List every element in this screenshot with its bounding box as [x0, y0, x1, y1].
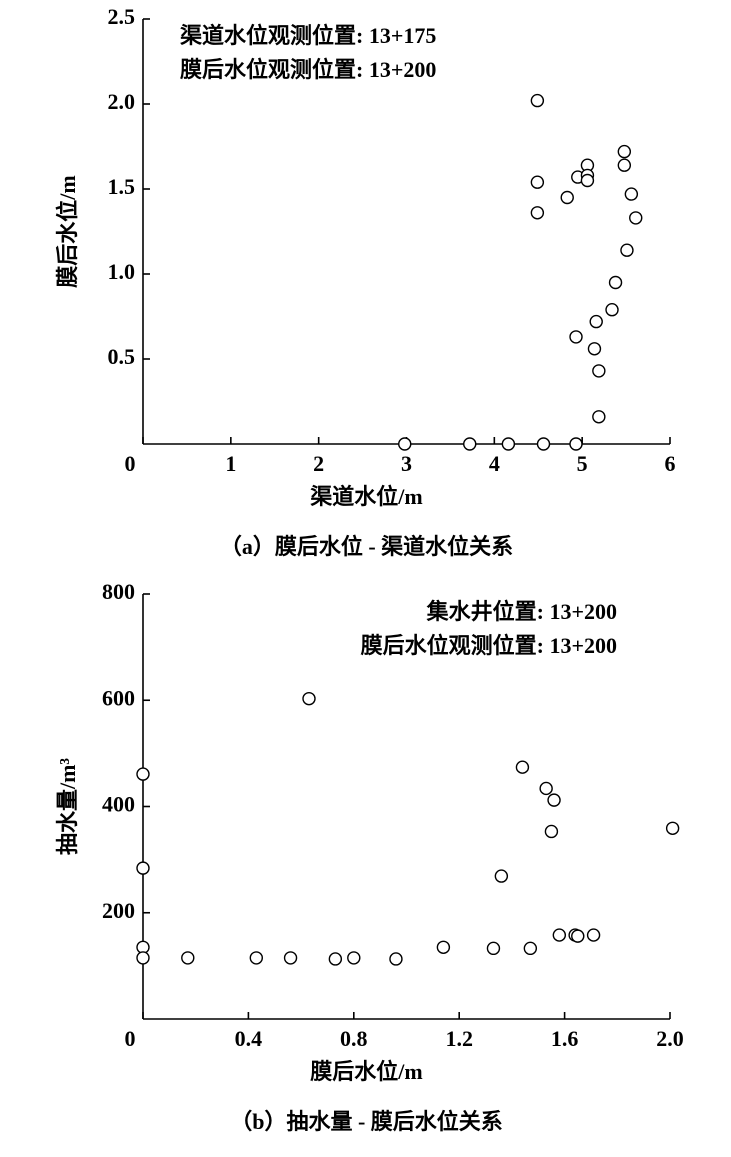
point — [589, 314, 603, 329]
x-tick-label: 0.8 — [340, 1026, 368, 1051]
point — [536, 437, 551, 451]
point — [530, 206, 545, 220]
point — [580, 173, 595, 188]
y-tick-label: 200 — [102, 898, 135, 923]
x-tick-label: 5 — [577, 451, 588, 476]
point — [629, 211, 643, 225]
annotation: 膜后水位观测位置: 13+200 — [180, 57, 436, 82]
y-axis-label: 膜后水位/m — [55, 175, 80, 287]
x-tick-label: 1 — [225, 451, 236, 476]
point — [586, 928, 601, 942]
y-tick-label: 1.5 — [108, 174, 136, 199]
point — [665, 821, 680, 835]
point — [283, 951, 298, 965]
point — [136, 767, 150, 781]
point — [328, 952, 343, 966]
x-tick-label: 0.4 — [235, 1026, 263, 1051]
point — [617, 158, 632, 172]
point — [249, 951, 264, 965]
x-tick-label: 3 — [401, 451, 412, 476]
point — [347, 951, 361, 965]
point — [436, 940, 451, 954]
y-tick-label: 1.0 — [108, 259, 136, 284]
x-tick-label: 0 — [125, 451, 136, 476]
x-tick-label: 1.6 — [551, 1026, 579, 1051]
x-tick-label: 4 — [489, 451, 500, 476]
point — [136, 951, 150, 965]
point — [569, 437, 583, 451]
caption: （a）膜后水位 - 渠道水位关系 — [220, 534, 513, 559]
x-tick-label: 6 — [665, 451, 676, 476]
point — [617, 144, 632, 159]
point — [463, 437, 477, 451]
point — [552, 928, 567, 942]
point — [544, 824, 559, 839]
annotation: 集水井位置: 13+200 — [426, 599, 617, 624]
x-tick-label: 1.2 — [445, 1026, 473, 1051]
point — [571, 929, 585, 943]
y-tick-label: 2.0 — [108, 89, 136, 114]
point — [624, 187, 639, 201]
point — [620, 243, 634, 257]
annotation: 膜后水位观测位置: 13+200 — [361, 633, 617, 658]
point — [398, 437, 412, 451]
point — [608, 275, 623, 290]
point — [530, 175, 545, 189]
point — [515, 760, 530, 774]
x-axis-label: 膜后水位/m — [310, 1059, 422, 1084]
y-axis-label: 抽水量/m³ — [55, 758, 80, 855]
point — [389, 952, 403, 966]
point — [181, 951, 195, 965]
point — [605, 303, 619, 317]
y-tick-label: 400 — [102, 792, 135, 817]
point — [539, 781, 553, 796]
y-tick-label: 0.5 — [108, 344, 136, 369]
point — [523, 941, 538, 956]
point — [592, 364, 606, 378]
y-tick-label: 2.5 — [108, 4, 136, 29]
x-axis-label: 渠道水位/m — [310, 484, 422, 509]
point — [560, 190, 574, 205]
point — [494, 869, 509, 883]
point — [486, 941, 501, 956]
y-tick-label: 800 — [102, 579, 135, 604]
point — [547, 793, 561, 807]
point — [302, 691, 316, 706]
x-tick-label: 2.0 — [656, 1026, 684, 1051]
x-tick-label: 0 — [125, 1026, 136, 1051]
caption: （b）抽水量 - 膜后水位关系 — [230, 1109, 503, 1134]
point — [501, 437, 516, 451]
x-tick-label: 2 — [313, 451, 324, 476]
y-tick-label: 600 — [102, 685, 135, 710]
point — [530, 93, 545, 108]
point — [592, 410, 606, 424]
point — [587, 342, 602, 356]
annotation: 渠道水位观测位置: 13+175 — [180, 23, 436, 48]
point — [136, 861, 150, 875]
point — [569, 330, 583, 344]
